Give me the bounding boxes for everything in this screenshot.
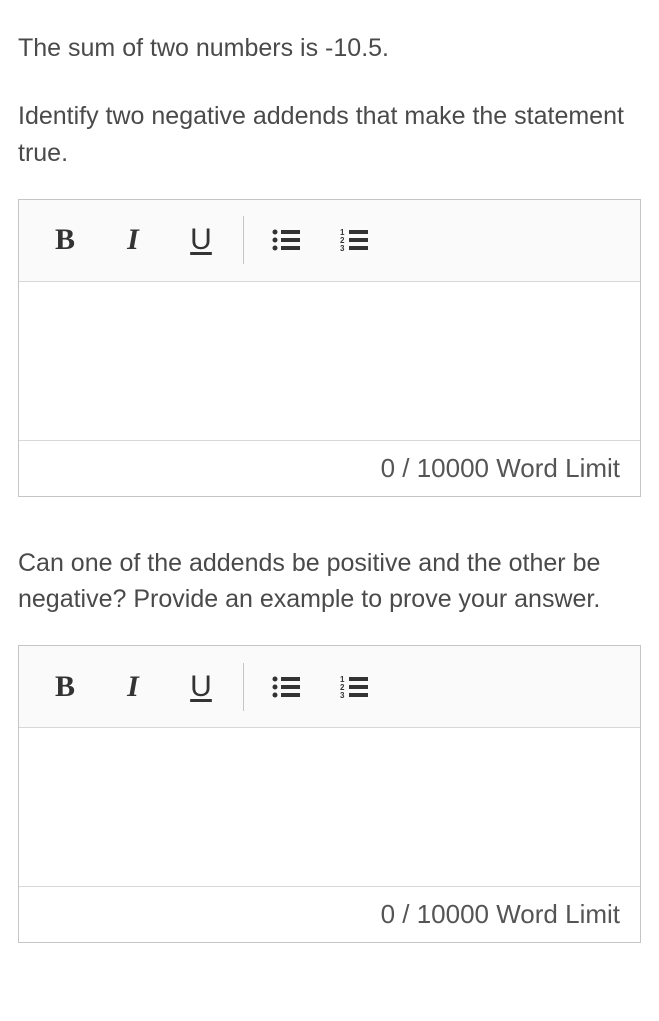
answer-input-2[interactable] — [19, 728, 640, 886]
word-limit-2: 0 / 10000 Word Limit — [19, 886, 640, 942]
numbered-list-button[interactable]: 1 2 3 — [320, 199, 388, 281]
bullet-list-icon — [272, 675, 300, 699]
svg-text:3: 3 — [340, 244, 345, 252]
question1-line1: The sum of two numbers is -10.5. — [18, 30, 641, 66]
bullet-list-icon — [272, 228, 300, 252]
underline-button[interactable]: U — [167, 646, 235, 728]
numbered-list-icon: 1 2 3 — [340, 228, 368, 252]
answer-input-1[interactable] — [19, 282, 640, 440]
editor-box-2: B I U 1 2 3 0 / 10000 Word — [18, 645, 641, 943]
numbered-list-button[interactable]: 1 2 3 — [320, 646, 388, 728]
editor-box-1: B I U 1 2 3 0 / 10000 Word — [18, 199, 641, 497]
toolbar-divider — [243, 216, 244, 264]
italic-button[interactable]: I — [99, 646, 167, 728]
toolbar-1: B I U 1 2 3 — [19, 200, 640, 282]
toolbar-divider — [243, 663, 244, 711]
bullet-list-button[interactable] — [252, 199, 320, 281]
bold-button[interactable]: B — [31, 646, 99, 728]
question2-text: Can one of the addends be positive and t… — [18, 545, 641, 618]
underline-button[interactable]: U — [167, 199, 235, 281]
bold-button[interactable]: B — [31, 199, 99, 281]
numbered-list-icon: 1 2 3 — [340, 675, 368, 699]
svg-text:3: 3 — [340, 691, 345, 699]
toolbar-2: B I U 1 2 3 — [19, 646, 640, 728]
question1-line2: Identify two negative addends that make … — [18, 98, 641, 171]
bullet-list-button[interactable] — [252, 646, 320, 728]
italic-button[interactable]: I — [99, 199, 167, 281]
word-limit-1: 0 / 10000 Word Limit — [19, 440, 640, 496]
